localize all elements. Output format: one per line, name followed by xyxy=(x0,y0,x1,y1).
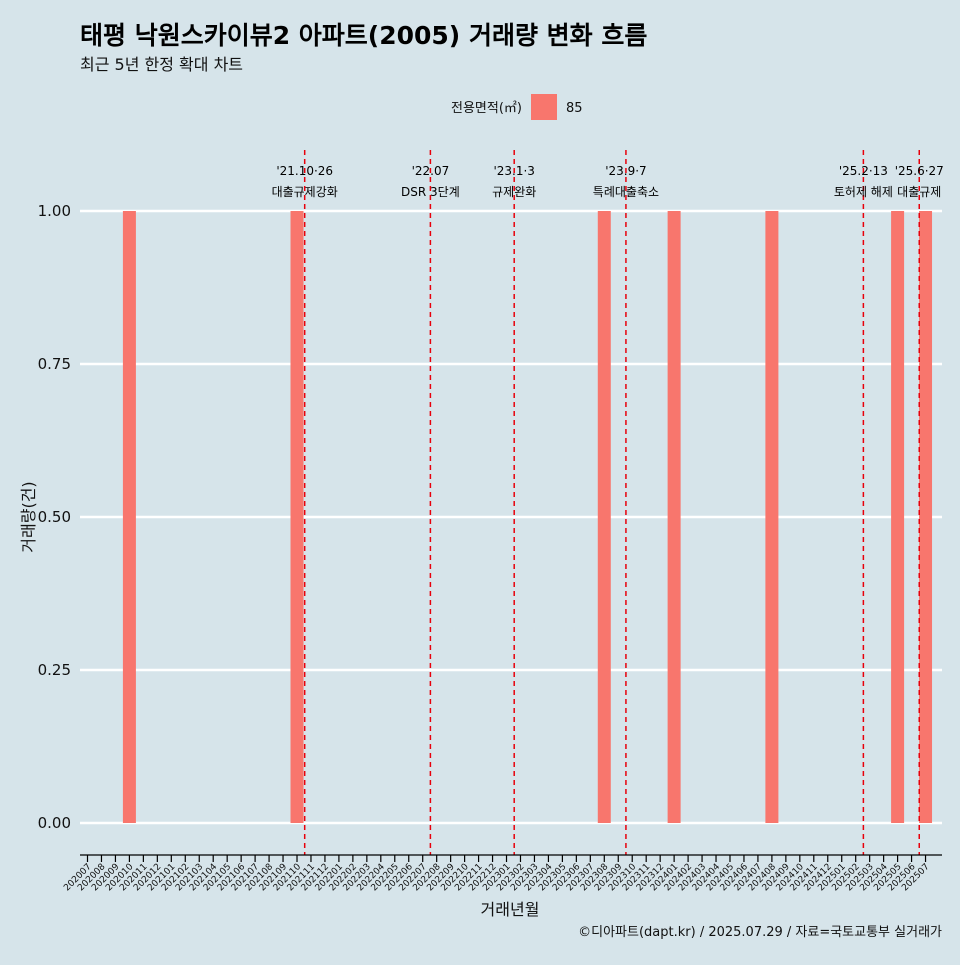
event-label: DSR 3단계 xyxy=(401,185,460,199)
y-tick-label: 0.75 xyxy=(38,355,71,373)
event-date: '23.9·7 xyxy=(605,164,646,178)
bar-202308 xyxy=(597,211,611,823)
x-axis: 2020072020082020092020102020112020122021… xyxy=(62,854,942,893)
event-label: 대출규제강화 xyxy=(272,185,338,199)
event-label: 규제완화 xyxy=(492,185,536,199)
event-label: 대출규제 xyxy=(897,185,941,199)
y-axis-title: 거래량(건) xyxy=(19,481,38,552)
bar-202401 xyxy=(667,211,681,823)
event-date: '22.07 xyxy=(412,164,450,178)
y-tick-label: 0.00 xyxy=(38,814,71,832)
bar-202010 xyxy=(122,211,136,823)
bar-202507 xyxy=(919,211,933,823)
chart-title: 태평 낙원스카이뷰2 아파트(2005) 거래량 변화 흐름 xyxy=(80,21,647,50)
event-label: 토허제 해제 xyxy=(834,185,893,199)
bar-202505 xyxy=(891,211,905,823)
legend-label: 85 xyxy=(566,101,583,116)
event-date: '25.2·13 xyxy=(839,164,888,178)
event-date: '21.10·26 xyxy=(276,164,333,178)
event-label: 특례대출축소 xyxy=(593,185,659,199)
bars xyxy=(122,211,933,823)
legend-swatch xyxy=(531,94,557,120)
event-date: '25.6·27 xyxy=(895,164,944,178)
bar-202110 xyxy=(290,211,304,823)
legend: 전용면적(㎡) 85 xyxy=(451,94,583,120)
x-axis-title: 거래년월 xyxy=(481,900,540,919)
event-date: '23.1·3 xyxy=(493,164,534,178)
caption: ©디아파트(dapt.kr) / 2025.07.29 / 자료=국토교통부 실… xyxy=(578,925,942,940)
grid xyxy=(80,209,942,825)
legend-title: 전용면적(㎡) xyxy=(451,101,522,116)
event-lines: '21.10·26 대출규제강화 '22.07 DSR 3단계 '23.1·3 규제완화 '… xyxy=(272,150,944,855)
y-axis: 0.00 0.25 0.50 0.75 1.00 xyxy=(38,202,71,832)
y-tick-label: 0.50 xyxy=(38,508,71,526)
y-tick-label: 1.00 xyxy=(38,202,71,220)
chart-subtitle: 최근 5년 한정 확대 차트 xyxy=(80,55,243,74)
y-tick-label: 0.25 xyxy=(38,661,71,679)
bar-202408 xyxy=(765,211,779,823)
